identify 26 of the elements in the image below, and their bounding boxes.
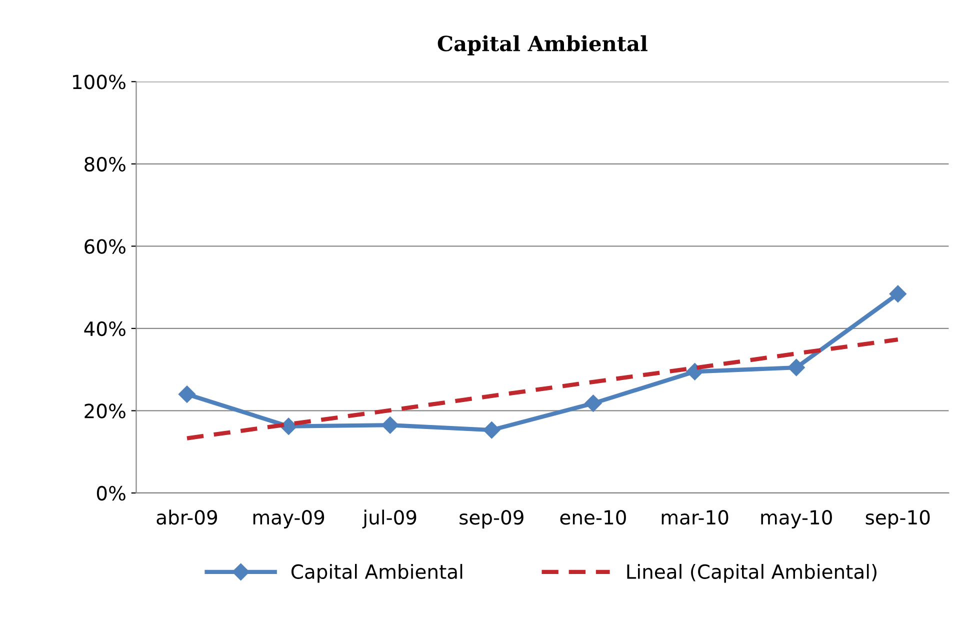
point	[889, 285, 906, 302]
point	[483, 421, 500, 439]
x-tick-label: abr-09	[156, 510, 218, 525]
point	[280, 418, 298, 435]
legend-label: Capital Ambiental	[291, 564, 462, 583]
line-series	[184, 337, 900, 440]
x-tick-label: jul-09	[362, 510, 416, 528]
x-tick-label: sep-10	[866, 510, 930, 528]
point	[382, 416, 399, 434]
x-tick-label: may-09	[253, 510, 324, 528]
x-tick-label: may-10	[761, 510, 832, 528]
y-tick-label: 60%	[84, 239, 126, 254]
y-tick-label: 40%	[84, 321, 126, 336]
legend-label: Lineal (Capital Ambiental)	[627, 564, 876, 583]
point	[178, 386, 196, 403]
x-tick-label: ene-10	[560, 510, 626, 525]
y-tick-label: 0%	[96, 486, 126, 501]
y-tick-label: 20%	[84, 404, 126, 418]
y-tick-label: 80%	[84, 156, 126, 172]
point	[686, 363, 704, 380]
chart-title: Capital Ambiental	[438, 35, 648, 56]
y-tick-label: 100%	[73, 74, 126, 90]
x-tick-label: mar-10	[662, 510, 728, 525]
point	[788, 358, 805, 376]
point	[584, 394, 602, 412]
x-tick-label: sep-09	[460, 510, 524, 528]
